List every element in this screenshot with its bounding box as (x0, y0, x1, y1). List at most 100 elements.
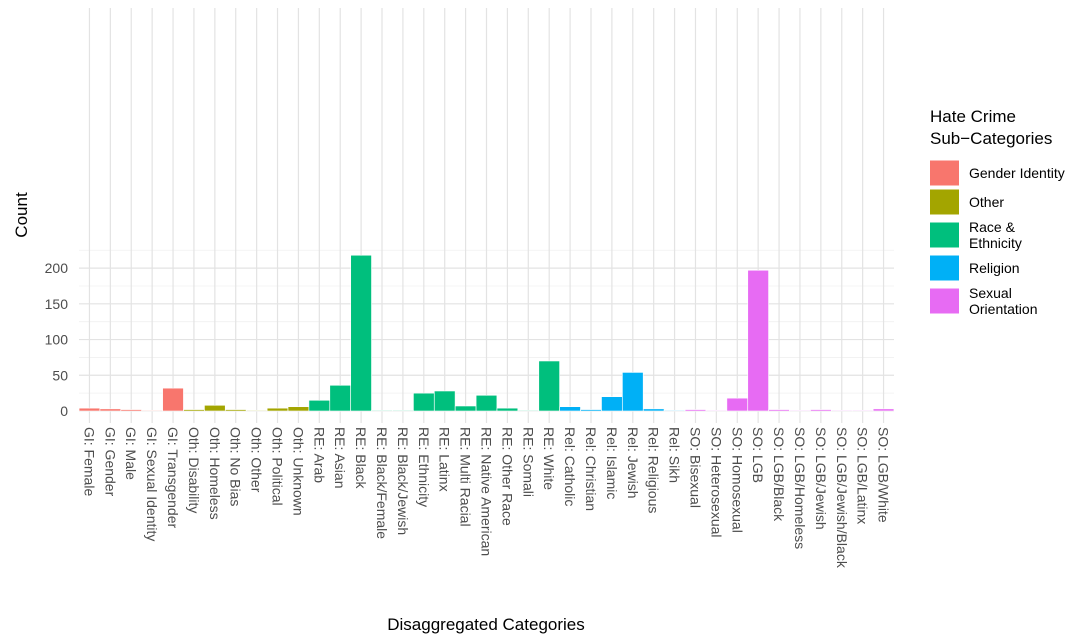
bar-gi-male (120, 409, 142, 412)
bar-re-asian (329, 384, 351, 412)
bar-rel-sikh (663, 409, 686, 412)
legend-key-rel (930, 255, 959, 281)
bar-re-multi-racial (454, 405, 477, 412)
bar-re-native-american (475, 394, 498, 412)
bar-re-latinx (434, 390, 456, 412)
bar-rel-christian (580, 409, 602, 412)
y-axis-title: Count (12, 192, 31, 238)
bar-re-ethnicity (413, 392, 435, 412)
y-tick-label: 200 (45, 260, 69, 276)
bar-so-lgb-homeless (789, 409, 811, 412)
legend-label: Race & (969, 219, 1016, 235)
x-tick-label: Oth: Disability (186, 427, 202, 513)
bar-oth-homeless (204, 404, 226, 412)
bar-re-somali (517, 409, 539, 412)
bar-rel-catholic (559, 406, 581, 412)
x-tick-label: Oth: Homeless (207, 427, 223, 520)
bar-oth-disability (183, 409, 205, 412)
legend-label: Orientation (969, 301, 1037, 317)
x-tick-label: RE: Multi Racial (458, 427, 474, 527)
x-tick-label: Oth: Other (249, 427, 265, 493)
bar-re-black-female (371, 409, 393, 412)
x-tick-label: GI: Sexual Identity (144, 427, 160, 541)
bar-rel-islamic (601, 396, 623, 412)
legend-key-gi (930, 160, 959, 186)
x-tick-label: SO: LGB/Black (771, 427, 787, 522)
legend-key-re (930, 222, 959, 248)
bar-so-lgb-white (872, 408, 895, 412)
legend-title: Sub−Categories (930, 129, 1052, 148)
x-tick-label: SO: LGB (750, 427, 766, 483)
x-tick-label: SO: LGB/White (876, 427, 892, 523)
x-tick-label: RE: Ethnicity (416, 427, 432, 507)
x-tick-label: SO: Homosexual (729, 427, 745, 533)
bar-so-bisexual (684, 409, 707, 412)
x-tick-label: RE: Black/Female (374, 427, 390, 539)
x-tick-label: SO: Bisexual (688, 427, 704, 508)
bar-so-heterosexual (705, 409, 728, 412)
x-tick-label: SO: Heterosexual (708, 427, 724, 538)
x-tick-label: Rel: Christian (583, 427, 599, 511)
bar-oth-unknown (287, 406, 310, 412)
x-tick-label: RE: Black (353, 427, 369, 489)
legend-label: Gender Identity (969, 165, 1065, 181)
legend-label: Sexual (969, 285, 1012, 301)
x-tick-label: RE: Other Race (499, 427, 515, 526)
y-axis-ticks: 0 50 100 150 200 (45, 260, 69, 419)
legend: Hate Crime Sub−Categories Gender Identity O… (930, 107, 1065, 317)
bar-so-lgb-jewish-black (831, 409, 853, 412)
bar-gi-female (78, 407, 101, 412)
y-tick-label: 100 (45, 332, 69, 348)
bar-re-black (350, 254, 372, 412)
bar-oth-political (266, 407, 289, 412)
x-tick-label: SO: LGB/Jewish/Black (834, 427, 850, 569)
x-axis-ticks: GI: Female GI: Gender GI: Male GI: Sexual I… (81, 427, 891, 569)
bar-gi-transgender (162, 387, 184, 412)
y-tick-label: 150 (45, 296, 69, 312)
x-tick-label: Rel: Religious (646, 427, 662, 513)
x-axis-title: Disaggregated Categories (387, 615, 585, 634)
legend-key-oth (930, 189, 959, 215)
bar-re-arab (308, 399, 331, 412)
x-tick-label: RE: Asian (332, 427, 348, 488)
bar-so-homosexual (726, 397, 748, 412)
x-tick-label: Rel: Catholic (562, 427, 578, 506)
x-tick-label: RE: White (541, 427, 557, 490)
x-tick-label: SO: LGB/Jewish (813, 427, 829, 530)
x-tick-label: SO: LGB/Latinx (855, 427, 871, 524)
x-tick-label: Rel: Sikh (667, 427, 683, 483)
x-tick-label: Oth: No Bias (228, 427, 244, 506)
bar-rel-religious (642, 408, 665, 412)
legend-label: Ethnicity (969, 235, 1022, 251)
bar-gi-gender (99, 408, 122, 412)
bar-re-white (538, 360, 560, 412)
x-tick-label: RE: Arab (311, 427, 327, 483)
grid-layer (79, 8, 894, 423)
x-tick-label: RE: Latinx (437, 427, 453, 492)
bar-rel-jewish (622, 372, 644, 412)
legend-title: Hate Crime (930, 107, 1016, 126)
x-tick-label: GI: Female (81, 427, 97, 496)
legend-key-so (930, 288, 959, 314)
x-tick-label: Rel: Jewish (625, 427, 641, 499)
y-tick-label: 50 (52, 367, 68, 383)
y-tick-label: 0 (60, 403, 68, 419)
x-tick-label: RE: Somali (520, 427, 536, 497)
bar-oth-no-bias (225, 409, 247, 412)
x-tick-label: GI: Gender (102, 427, 118, 497)
x-tick-label: SO: LGB/Homeless (792, 427, 808, 549)
bar-so-lgb-black (768, 409, 790, 412)
legend-label: Other (969, 194, 1004, 210)
x-tick-label: GI: Male (123, 427, 139, 480)
x-tick-label: GI: Transgender (165, 427, 181, 529)
x-tick-label: Oth: Political (270, 427, 286, 506)
bar-re-black-jewish (392, 409, 414, 412)
x-tick-label: Rel: Islamic (604, 427, 620, 499)
x-tick-label: RE: Native American (479, 427, 495, 556)
bar-so-lgb (747, 269, 769, 412)
bar-gi-sexual-identity (141, 409, 163, 412)
x-tick-label: Oth: Unknown (290, 427, 306, 516)
bars-layer (78, 254, 895, 412)
legend-label: Religion (969, 260, 1020, 276)
